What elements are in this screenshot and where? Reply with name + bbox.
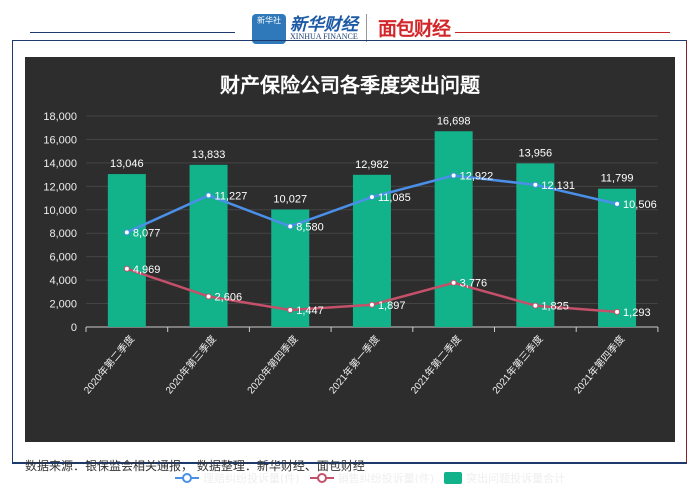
- x-tick-label: 2021年第二季度: [408, 333, 464, 397]
- line-label: 3,776: [460, 278, 488, 290]
- legend: 理赔纠纷投诉量(件) 销售纠纷投诉量(件) 突出问题投诉量合计: [175, 470, 565, 486]
- line-point: [614, 200, 621, 207]
- y-tick-label: 10,000: [43, 205, 77, 217]
- y-tick-label: 6,000: [49, 252, 77, 264]
- bar-label: 12,982: [355, 159, 389, 171]
- line-label: 12,922: [460, 171, 494, 183]
- x-tick-label: 2021年第三季度: [489, 333, 545, 397]
- data-source-note: 数据来源：银保监会相关通报， 数据整理：新华财经、面包财经: [25, 459, 365, 473]
- bar: [516, 163, 555, 327]
- y-tick-label: 4,000: [49, 275, 77, 287]
- bar-label: 13,046: [110, 158, 144, 170]
- line-point: [368, 301, 375, 308]
- line-label: 1,447: [296, 305, 324, 317]
- x-tick-label: 2021年第一季度: [326, 333, 382, 397]
- header-rule-left: [30, 32, 235, 33]
- line-label: 1,897: [378, 300, 406, 312]
- line-label: 10,506: [623, 199, 657, 211]
- legend-line-blue-icon: [175, 473, 199, 483]
- y-tick-label: 12,000: [43, 181, 77, 193]
- line-point: [532, 181, 539, 188]
- legend-label: 突出问题投诉量合计: [466, 472, 566, 485]
- xinhua-finance-logo: 新华财经: [290, 15, 358, 35]
- xinhua-finance-en: XINHUA FINANCE: [290, 32, 358, 41]
- line-label: 1,825: [541, 301, 569, 313]
- line-point: [123, 265, 130, 272]
- line-point: [450, 172, 457, 179]
- legend-line-red-icon: [309, 473, 334, 483]
- y-tick-label: 0: [71, 322, 77, 334]
- line-point: [205, 192, 212, 199]
- line-label: 2,606: [215, 291, 243, 303]
- mianbao-logo: 面包财经: [378, 18, 451, 40]
- header-rule-right: [455, 32, 670, 33]
- legend-label: 销售纠纷投诉量(件): [337, 472, 435, 485]
- legend-item-claims[interactable]: 理赔纠纷投诉量(件): [175, 470, 300, 486]
- line-label: 8,077: [133, 227, 161, 239]
- y-tick-label: 18,000: [43, 111, 77, 123]
- bar: [107, 174, 146, 327]
- chart-panel: 财产保险公司各季度突出问题 0 2,000 4,000 6,000 8,000 10,00…: [25, 57, 675, 485]
- bar: [434, 131, 473, 327]
- x-tick-label: 2021年第四季度: [571, 333, 627, 397]
- line-point: [532, 302, 539, 309]
- chart-svg: 0 2,000 4,000 6,000 8,000 10,000 12,000 14,000 1…: [43, 111, 659, 397]
- line-label: 12,131: [541, 180, 575, 192]
- line-point: [287, 307, 294, 314]
- line-label: 8,580: [296, 221, 324, 233]
- legend-label: 理赔纠纷投诉量(件): [203, 472, 300, 485]
- y-tick-label: 16,000: [43, 134, 77, 146]
- bar-label: 13,833: [192, 149, 226, 161]
- line-point: [368, 194, 375, 201]
- line-label: 11,227: [215, 190, 248, 202]
- line-point: [450, 279, 457, 286]
- bar-label: 10,027: [273, 193, 307, 205]
- chart-title: 财产保险公司各季度突出问题: [220, 73, 480, 97]
- y-tick-label: 2,000: [49, 299, 77, 311]
- logo-separator: [366, 14, 367, 42]
- bar-label: 13,956: [519, 147, 553, 159]
- chart-frame: [12, 40, 687, 464]
- line-point: [205, 293, 212, 300]
- y-tick-label: 14,000: [43, 158, 77, 170]
- line-point: [123, 229, 130, 236]
- legend-item-total[interactable]: 突出问题投诉量合计: [444, 470, 565, 486]
- y-tick-label: 8,000: [49, 228, 77, 240]
- x-tick-label: 2020年第四季度: [244, 333, 300, 397]
- line-label: 4,969: [133, 264, 161, 276]
- line-point: [287, 223, 294, 230]
- legend-item-sales[interactable]: 销售纠纷投诉量(件): [309, 470, 435, 486]
- line-point: [614, 308, 621, 315]
- bar: [598, 188, 637, 327]
- line-label: 11,085: [378, 192, 411, 204]
- x-tick-label: 2020年第二季度: [81, 333, 137, 397]
- line-label: 1,293: [623, 307, 651, 319]
- xinhua-logo-icon: 新华社: [252, 14, 286, 44]
- legend-bar-icon: [444, 472, 463, 484]
- bar-label: 11,799: [601, 173, 634, 185]
- bar-label: 16,698: [437, 115, 471, 127]
- bar: [189, 164, 228, 327]
- x-tick-label: 2020年第三季度: [162, 333, 218, 397]
